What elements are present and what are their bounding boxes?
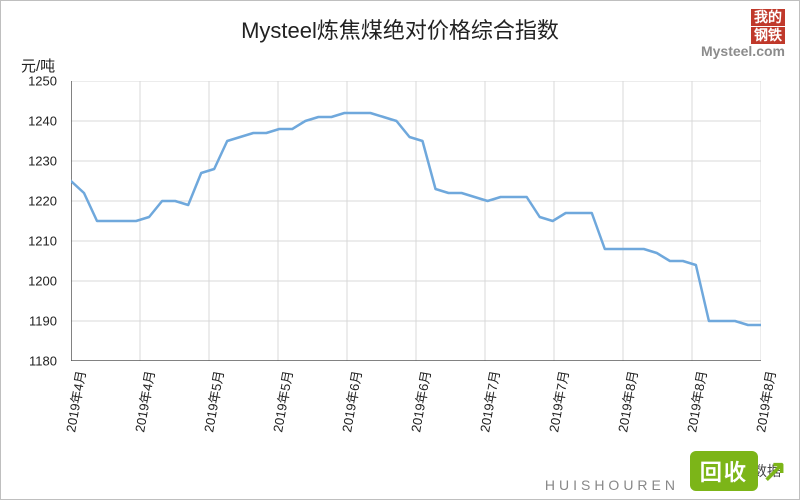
y-tick-label: 1220 [28,194,57,209]
overlay-subtext: HUISHOUREN [545,477,679,493]
x-tick-label: 2019年7月 [474,369,504,434]
x-tick-label: 2019年8月 [750,369,780,434]
y-axis-ticks: 11801190120012101220123012401250 [1,81,61,361]
chart-container: Mysteel炼焦煤绝对价格综合指数 元/吨 我的 钢铁 Mysteel.com… [0,0,800,500]
y-tick-label: 1210 [28,234,57,249]
x-tick-label: 2019年4月 [129,369,159,434]
plot-area [71,81,761,361]
y-tick-label: 1180 [29,354,57,369]
watermark-badge-top: 我的 [751,9,785,26]
x-tick-label: 2019年8月 [612,369,642,434]
y-tick-label: 1240 [28,114,57,129]
x-tick-label: 2019年8月 [681,369,711,434]
x-tick-label: 2019年7月 [543,369,573,434]
overlay-arrow-icon: ↗ [762,454,787,489]
watermark-site: Mysteel.com [701,44,785,59]
x-tick-label: 2019年6月 [336,369,366,434]
x-tick-label: 2019年6月 [405,369,435,434]
x-tick-label: 2019年4月 [60,369,90,434]
y-tick-label: 1250 [28,74,57,89]
watermark-badge-bottom: 钢铁 [751,27,785,44]
y-tick-label: 1200 [28,274,57,289]
chart-title: Mysteel炼焦煤绝对价格综合指数 [1,13,799,45]
x-tick-label: 2019年5月 [267,369,297,434]
y-tick-label: 1230 [28,154,57,169]
x-tick-label: 2019年5月 [198,369,228,434]
overlay-logo: 回收 ↗ [690,451,787,491]
y-tick-label: 1190 [29,314,57,329]
mysteel-watermark: 我的 钢铁 Mysteel.com [701,9,785,60]
overlay-logo-text: 回收 [690,451,758,491]
